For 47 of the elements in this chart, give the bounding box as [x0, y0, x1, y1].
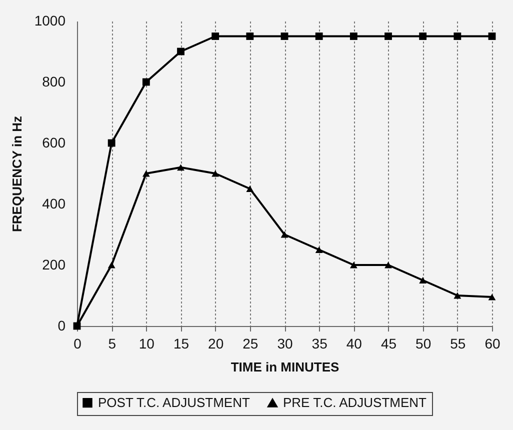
point	[280, 231, 288, 238]
x-tick-label: 50	[416, 336, 432, 352]
x-tick-label: 10	[138, 336, 155, 352]
point	[454, 32, 462, 40]
point	[212, 32, 220, 40]
point	[419, 277, 427, 284]
x-tick-label: 35	[312, 336, 328, 352]
y-tick-label: 200	[42, 256, 66, 272]
point	[177, 48, 184, 56]
x-tick-label: 30	[277, 336, 293, 352]
legend-label: PRE T.C. ADJUSTMENT	[283, 395, 427, 410]
x-tick-label: 15	[173, 336, 190, 352]
point	[108, 139, 116, 147]
point	[280, 32, 288, 40]
point	[177, 164, 184, 171]
point	[246, 32, 254, 40]
point	[142, 170, 150, 177]
legend-label: POST T.C. ADJUSTMENT	[98, 394, 250, 410]
point	[108, 262, 116, 268]
point	[454, 292, 462, 299]
x-tick-label: 0	[74, 336, 82, 352]
x-axis-title: TIME in MINUTES	[230, 360, 340, 374]
y-axis-title: FREQUENCY in Hz	[9, 115, 24, 232]
point	[315, 32, 323, 40]
x-tick-label: 40	[346, 336, 362, 352]
x-tick-label: 55	[450, 336, 466, 352]
point	[419, 32, 427, 40]
x-tick-label: 5	[108, 336, 116, 352]
y-tick-label: 600	[42, 134, 66, 150]
point	[384, 262, 392, 268]
point	[350, 32, 358, 40]
y-tick-label: 0	[58, 318, 66, 334]
y-tick-label: 800	[42, 74, 66, 90]
point	[142, 78, 150, 86]
point	[246, 186, 254, 192]
point	[350, 262, 358, 268]
x-tick-label: 45	[380, 336, 397, 352]
x-tick-label: 20	[208, 336, 224, 352]
y-tick-label: 1000	[34, 12, 66, 28]
point	[212, 170, 220, 177]
point	[488, 32, 496, 40]
point	[488, 294, 496, 300]
point	[384, 32, 392, 40]
point	[315, 246, 323, 253]
x-tick-label: 60	[484, 336, 500, 352]
x-tick-label: 25	[242, 336, 258, 352]
y-tick-label: 400	[42, 196, 66, 212]
